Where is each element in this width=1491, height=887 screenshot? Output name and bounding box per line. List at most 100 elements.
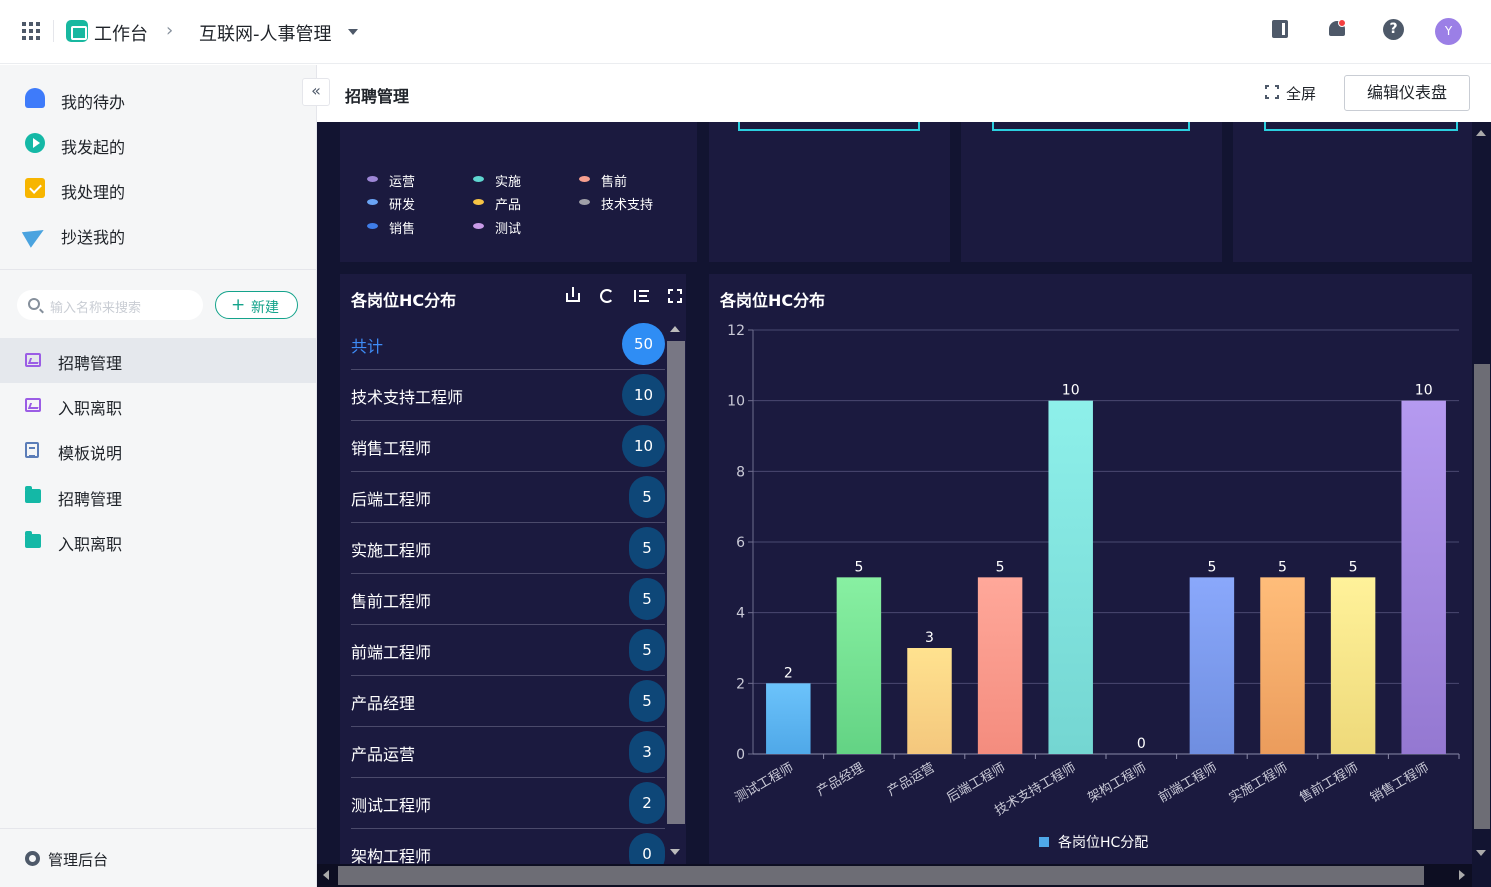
hc-row-name: 前端工程师 [351, 643, 432, 662]
scroll-down-icon[interactable] [670, 849, 680, 855]
hc-row[interactable]: 产品运营 3 [351, 727, 665, 778]
hc-bar-chart: 0246810122测试工程师5产品经理3产品运营5后端工程师10技术支持工程师… [727, 323, 1460, 851]
expand-icon[interactable] [667, 288, 683, 304]
hc-count-badge: 5 [629, 629, 665, 671]
sidebar-item-onboarding-folder[interactable]: 入职离职 [0, 519, 316, 564]
new-button-label: 新建 [251, 300, 279, 316]
legend-label: 测试 [495, 222, 522, 237]
hc-row-name: 后端工程师 [351, 490, 432, 509]
legend-label: 产品 [495, 198, 522, 213]
task-box-icon [25, 178, 45, 198]
hc-count-badge: 2 [629, 782, 665, 824]
y-tick-label: 12 [727, 323, 745, 339]
scroll-down-icon[interactable] [1476, 850, 1486, 856]
scroll-right-icon[interactable] [1459, 870, 1465, 880]
hc-total-row[interactable]: 共计 50 [351, 319, 665, 370]
sidebar-item-recruitment-folder[interactable]: 招聘管理 [0, 474, 316, 519]
hc-row-name: 技术支持工程师 [351, 388, 464, 407]
folder-icon [25, 531, 41, 548]
bar [1330, 577, 1376, 754]
sidebar-item-my-initiated[interactable]: 我发起的 [0, 122, 316, 167]
workbench-link[interactable]: 工作台 [94, 24, 148, 45]
fullscreen-icon [1264, 84, 1280, 100]
app-grid-icon[interactable] [22, 22, 40, 40]
bar-data-label: 10 [1415, 383, 1433, 399]
search-input[interactable]: 输入名称来搜索 [17, 290, 203, 320]
export-icon[interactable] [565, 287, 581, 303]
canvas-horizontal-scrollbar-thumb[interactable] [338, 866, 1424, 885]
play-circle-icon [25, 133, 45, 153]
hc-row-name: 实施工程师 [351, 541, 432, 560]
x-tick-label: 测试工程师 [732, 760, 796, 805]
sidebar-item-my-todo[interactable]: 我的待办 [0, 77, 316, 122]
scroll-up-icon[interactable] [1476, 130, 1486, 136]
breadcrumb-separator: › [166, 20, 174, 41]
hc-count-badge: 5 [629, 578, 665, 620]
hc-row[interactable]: 产品经理 5 [351, 676, 665, 727]
scroll-left-icon[interactable] [323, 870, 329, 880]
sidebar-item-cc-me[interactable]: 抄送我的 [0, 212, 316, 257]
hc-row[interactable]: 后端工程师 5 [351, 472, 665, 523]
legend-swatch [473, 176, 484, 182]
sidebar-item-recruitment-dashboard[interactable]: 招聘管理 [0, 338, 316, 383]
canvas-vertical-scrollbar-thumb[interactable] [1474, 364, 1490, 829]
hc-row[interactable]: 前端工程师 5 [351, 625, 665, 676]
hc-list-panel [340, 274, 686, 864]
new-button[interactable]: + 新建 [215, 291, 298, 319]
legend-label: 运营 [389, 175, 416, 190]
gear-icon [25, 851, 40, 866]
notebook-icon[interactable] [1269, 18, 1291, 40]
y-tick-label: 2 [736, 676, 745, 692]
divider [0, 269, 316, 270]
hc-row-name: 产品运营 [351, 745, 416, 764]
bar-data-label: 5 [1278, 559, 1287, 575]
notification-bell-icon[interactable] [1326, 18, 1348, 40]
sort-icon[interactable] [633, 288, 649, 304]
user-avatar[interactable]: Y [1435, 18, 1462, 45]
legend-swatch [367, 199, 378, 205]
help-icon[interactable]: ? [1382, 18, 1404, 40]
bar [1260, 577, 1305, 754]
legend-swatch [367, 176, 378, 182]
sidebar-item-label: 我发起的 [61, 138, 126, 157]
x-tick-label: 实施工程师 [1227, 760, 1291, 805]
edit-dashboard-button[interactable]: 编辑仪表盘 [1344, 75, 1470, 111]
hc-row[interactable]: 测试工程师 2 [351, 778, 665, 829]
dashboard-canvas: 运营 实施 售前 研发 产品 技术支持 销售 测试 各岗位HC分布 共计 50 技术… [317, 122, 1491, 887]
bar [1401, 400, 1446, 754]
hc-chart-title: 各岗位HC分布 [720, 291, 826, 310]
refresh-icon[interactable] [599, 288, 615, 304]
sidebar-item-my-handled[interactable]: 我处理的 [0, 167, 316, 212]
hc-row[interactable]: 技术支持工程师 10 [351, 370, 665, 421]
sidebar-item-label: 抄送我的 [61, 228, 126, 247]
scroll-up-icon[interactable] [670, 326, 680, 332]
hc-row[interactable]: 售前工程师 5 [351, 574, 665, 625]
bar-data-label: 0 [1137, 736, 1146, 752]
x-tick-label: 架构工程师 [1085, 760, 1149, 805]
legend-swatch [1039, 837, 1049, 847]
frame-decoration [738, 122, 920, 131]
chevron-down-icon[interactable] [348, 29, 358, 35]
hc-row-name: 共计 [351, 337, 384, 356]
legend-swatch [579, 176, 590, 182]
sidebar-item-template-guide[interactable]: 模板说明 [0, 428, 316, 473]
frame-decoration [1264, 122, 1458, 131]
list-scrollbar-thumb[interactable] [667, 341, 685, 824]
hc-row[interactable]: 销售工程师 10 [351, 421, 665, 472]
workbench-logo-icon [66, 20, 88, 42]
sidebar-item-label: 模板说明 [58, 444, 123, 463]
legend-label: 售前 [601, 175, 628, 190]
sidebar: 我的待办 我发起的 我处理的 抄送我的 输入名称来搜索 + 新建 招聘管理 入职… [0, 65, 317, 887]
bell-icon [25, 88, 45, 108]
hc-row[interactable]: 实施工程师 5 [351, 523, 665, 574]
bar-data-label: 5 [1207, 559, 1216, 575]
current-app-name[interactable]: 互联网-人事管理 [199, 24, 332, 45]
legend-label: 销售 [389, 222, 416, 237]
sidebar-item-label: 我的待办 [61, 93, 126, 112]
collapse-sidebar-button[interactable]: « [302, 78, 330, 106]
bar-data-label: 5 [854, 559, 863, 575]
legend-swatch [579, 199, 590, 205]
bar-data-label: 5 [996, 559, 1005, 575]
sidebar-item-onboarding-dashboard[interactable]: 入职离职 [0, 383, 316, 428]
page-title: 招聘管理 [345, 87, 410, 106]
